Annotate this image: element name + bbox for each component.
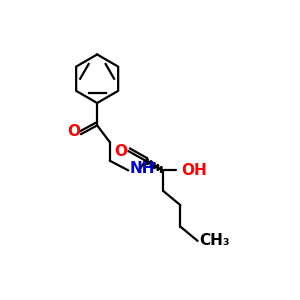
Text: O: O (114, 144, 127, 159)
Text: CH₃: CH₃ (200, 233, 230, 248)
Text: NH: NH (130, 160, 155, 175)
Text: O: O (68, 124, 81, 140)
Text: OH: OH (182, 163, 207, 178)
